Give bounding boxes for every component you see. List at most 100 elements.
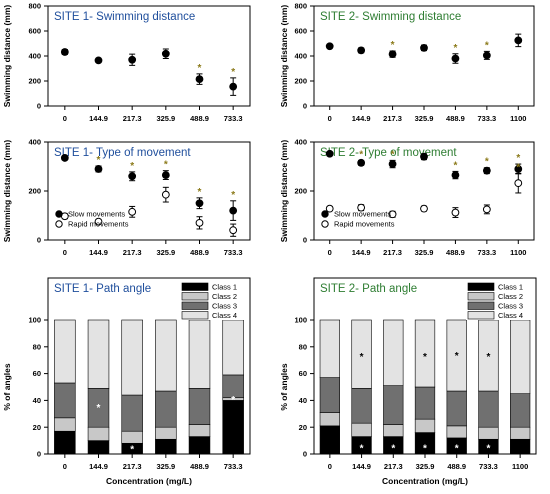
- x-tick-label: 217.3: [383, 114, 402, 123]
- legend-label: Class 4: [212, 311, 237, 320]
- filled-data-point: [451, 54, 460, 63]
- panel-title: SITE 1- Path angle: [54, 283, 151, 295]
- filled-data-point: [325, 149, 334, 158]
- x-tick-label: 325.9: [156, 248, 175, 257]
- y-axis-label: Swimming distance (mm): [279, 5, 289, 108]
- open-data-point: [128, 207, 137, 216]
- significance-star: *: [231, 190, 235, 201]
- y-tick-label: 200: [294, 77, 307, 86]
- y-axis-label: % of angles: [279, 363, 289, 411]
- stacked-bar-segment: [414, 418, 436, 433]
- legend-label: Slow movements: [68, 210, 125, 219]
- x-tick-label: 217.3: [383, 248, 402, 257]
- filled-data-point: [195, 75, 204, 84]
- stacked-bar-segment: [155, 390, 177, 428]
- stacked-bar-segment: [446, 425, 467, 439]
- x-tick-label: 1100: [510, 114, 526, 123]
- stacked-bar-segment: [319, 425, 340, 455]
- x-tick-label: 733.3: [477, 114, 496, 123]
- x-tick-label: 488.9: [190, 248, 209, 257]
- legend-swatch: [181, 282, 209, 291]
- stacked-bar-segment: [54, 430, 76, 455]
- legend-label: Class 1: [212, 283, 237, 292]
- x-tick-label: 217.3: [123, 462, 142, 471]
- significance-star: *: [130, 445, 134, 456]
- stacked-bar-segment: [188, 424, 211, 437]
- x-tick-label: 488.9: [446, 114, 465, 123]
- y-tick-label: 800: [294, 2, 307, 11]
- y-tick-label: 0: [37, 450, 41, 459]
- x-tick-label: 0: [328, 248, 332, 257]
- x-tick-label: 1100: [512, 462, 528, 471]
- stacked-bar-segment: [478, 390, 499, 428]
- filled-data-point: [420, 43, 428, 52]
- significance-star: *: [130, 161, 134, 172]
- x-tick-label: 144.9: [352, 462, 371, 471]
- panel-title: SITE 2- Swimming distance: [320, 11, 461, 23]
- x-tick-label: 0: [63, 248, 67, 257]
- filled-data-point: [357, 158, 366, 167]
- filled-data-point: [482, 51, 491, 60]
- x-tick-label: 0: [63, 462, 67, 471]
- y-tick-label: 60: [299, 369, 307, 378]
- y-tick-label: 200: [294, 187, 307, 196]
- significance-star: *: [360, 443, 364, 454]
- panel-4: SITE 2- Type of movement 0 200 400 Swimming …: [279, 138, 535, 257]
- x-tick-label: 325.9: [156, 114, 175, 123]
- legend-label: Class 3: [212, 302, 237, 311]
- panel-6: SITE 2- Path angle 0 20 40 60 80 100 % of angle…: [279, 277, 537, 486]
- filled-data-point: [94, 165, 103, 173]
- y-tick-label: 600: [294, 27, 307, 36]
- y-tick-label: 20: [33, 423, 41, 432]
- stacked-bar-segment: [510, 426, 531, 440]
- y-tick-label: 400: [28, 52, 41, 61]
- legend-label: Class 1: [498, 283, 523, 292]
- legend-label: Class 3: [498, 302, 523, 311]
- x-tick-label: 325.9: [156, 462, 175, 471]
- y-tick-label: 100: [28, 316, 41, 325]
- filled-data-point: [128, 55, 137, 64]
- x-tick-label: 217.3: [384, 462, 403, 471]
- x-tick-label: 733.3: [479, 462, 498, 471]
- stacked-bar-segment: [510, 438, 531, 455]
- x-tick-label: 0: [328, 462, 332, 471]
- legend-swatch: [467, 311, 495, 320]
- x-tick-label: 488.9: [446, 248, 465, 257]
- filled-data-point: [388, 50, 397, 59]
- x-tick-label: 488.9: [190, 462, 209, 471]
- stacked-bar-segment: [188, 388, 211, 425]
- y-tick-label: 0: [303, 450, 307, 459]
- y-tick-label: 0: [37, 236, 41, 245]
- x-tick-label: 0: [63, 114, 67, 123]
- significance-star: *: [97, 403, 101, 414]
- filled-data-point: [420, 152, 428, 161]
- x-tick-label: 1100: [510, 248, 526, 257]
- legend-marker: [55, 220, 63, 228]
- open-data-point: [482, 205, 491, 214]
- stacked-bar-segment: [383, 424, 404, 437]
- x-tick-label: 325.9: [416, 462, 435, 471]
- filled-data-point: [60, 48, 69, 56]
- open-data-point: [420, 204, 428, 213]
- stacked-bar-segment: [446, 319, 467, 392]
- x-tick-label: 144.9: [89, 462, 108, 471]
- legend-swatch: [467, 282, 495, 291]
- significance-star: *: [231, 395, 235, 406]
- stacked-bar-segment: [87, 440, 110, 455]
- stacked-bar-segment: [222, 319, 244, 376]
- stacked-bar-segment: [188, 319, 211, 389]
- legend-swatch: [181, 311, 209, 320]
- stacked-bar-segment: [510, 393, 531, 428]
- stacked-bar-segment: [222, 400, 244, 455]
- significance-star: *: [486, 352, 490, 363]
- significance-star: *: [391, 40, 395, 51]
- filled-data-point: [514, 36, 523, 45]
- stacked-bar-segment: [510, 319, 531, 394]
- legend-label: Rapid movements: [334, 220, 395, 229]
- filled-data-point: [514, 165, 523, 173]
- x-tick-label: 488.9: [447, 462, 466, 471]
- significance-star: *: [516, 162, 520, 173]
- legend-label: Slow movements: [334, 210, 391, 219]
- y-tick-label: 200: [28, 77, 41, 86]
